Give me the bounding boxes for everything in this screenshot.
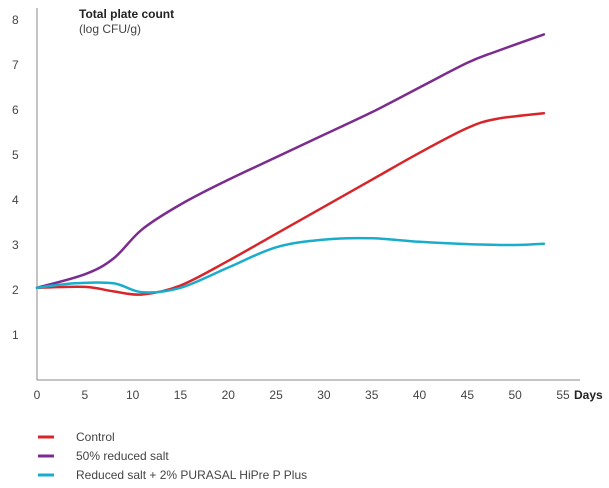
x-tick-label: 10: [126, 388, 140, 402]
x-tick-label: 20: [222, 388, 236, 402]
x-axis-label: Days: [574, 388, 603, 402]
chart-title: Total plate count: [79, 7, 174, 21]
series-lines: [35, 33, 546, 296]
x-tick-label: 30: [317, 388, 331, 402]
y-tick-label: 8: [12, 13, 19, 27]
x-tick-label: 25: [269, 388, 283, 402]
x-tick-label: 35: [365, 388, 379, 402]
x-tick-label: 55: [556, 388, 570, 402]
y-tick-label: 6: [12, 103, 19, 117]
x-tick-label: 5: [81, 388, 88, 402]
legend-label: Control: [76, 430, 115, 444]
x-tick-label: 40: [413, 388, 427, 402]
legend-label: 50% reduced salt: [76, 449, 169, 463]
series-line: [35, 236, 546, 294]
x-tick-label: 0: [34, 388, 41, 402]
y-tick-label: 2: [12, 283, 19, 297]
y-tick-label: 1: [12, 328, 19, 342]
legend: Control 50% reduced salt Reduced salt + 2%…: [38, 430, 307, 482]
x-tick-label: 50: [509, 388, 523, 402]
x-tick-label: 45: [461, 388, 475, 402]
y-tick-label: 4: [12, 193, 19, 207]
y-tick-labels: 1 2 3 4 5 6 7 8: [12, 13, 19, 342]
y-tick-label: 7: [12, 58, 19, 72]
y-axis-unit: (log CFU/g): [79, 22, 141, 36]
x-tick-labels: 0 5 10 15 20 25 30 35 40 45 50 55: [34, 388, 570, 402]
series-line: [35, 111, 546, 296]
series-line: [35, 33, 546, 290]
y-tick-label: 3: [12, 238, 19, 252]
x-tick-label: 15: [174, 388, 188, 402]
legend-label: Reduced salt + 2% PURASAL HiPre P Plus: [76, 468, 307, 482]
y-tick-label: 5: [12, 148, 19, 162]
